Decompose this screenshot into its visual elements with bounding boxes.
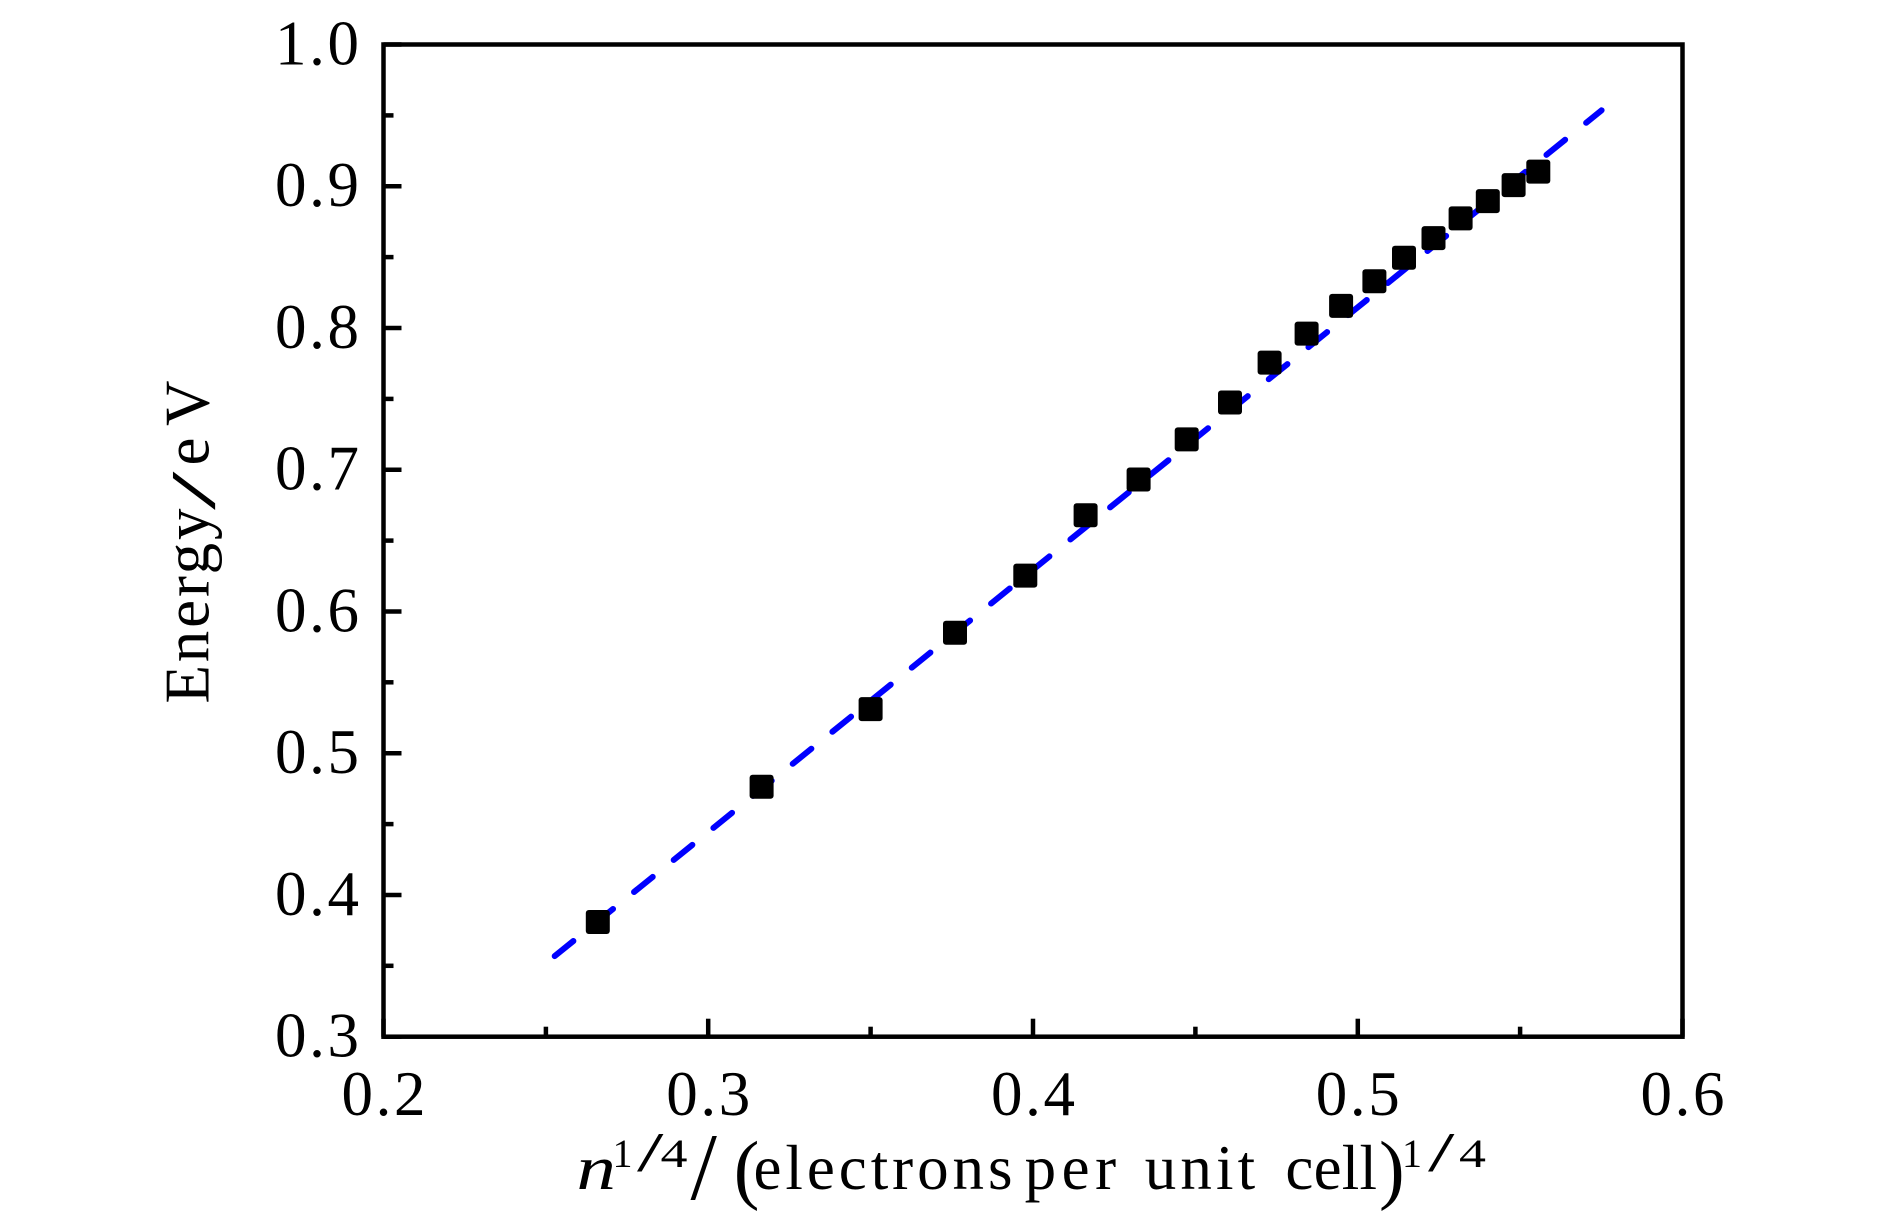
svg-text:4: 4: [1459, 1132, 1486, 1176]
svg-text:0.2: 0.2: [342, 1059, 426, 1129]
svg-text:0.6: 0.6: [275, 576, 359, 646]
svg-text:0.7: 0.7: [275, 434, 359, 504]
svg-text:/: /: [1428, 1121, 1455, 1183]
svg-text:1: 1: [1402, 1131, 1422, 1176]
svg-text:unit: unit: [1145, 1133, 1256, 1203]
svg-text:per: per: [1025, 1133, 1117, 1203]
svg-text:1.0: 1.0: [275, 9, 359, 79]
svg-text:0.9: 0.9: [275, 150, 359, 220]
svg-text:0.4: 0.4: [991, 1059, 1075, 1129]
svg-text:0.3: 0.3: [666, 1059, 750, 1129]
svg-text:0.8: 0.8: [275, 292, 359, 362]
svg-text:n: n: [577, 1133, 616, 1203]
svg-text:0.6: 0.6: [1641, 1059, 1725, 1129]
svg-text:eV: eV: [153, 381, 223, 466]
svg-text:electrons: electrons: [754, 1133, 1013, 1203]
svg-text:/: /: [691, 1114, 718, 1217]
svg-text:1: 1: [613, 1131, 633, 1176]
svg-text:): ): [1379, 1126, 1405, 1212]
svg-text:(: (: [734, 1126, 760, 1212]
svg-text:4: 4: [661, 1132, 688, 1176]
svg-text:0.5: 0.5: [275, 717, 359, 787]
svg-text:/: /: [637, 1121, 664, 1183]
svg-text:0.3: 0.3: [275, 1001, 359, 1071]
svg-text:/: /: [159, 471, 229, 510]
svg-text:0.4: 0.4: [275, 859, 359, 929]
svg-text:Energy: Energy: [153, 508, 223, 704]
svg-text:0.5: 0.5: [1316, 1059, 1400, 1129]
svg-text:cell: cell: [1285, 1133, 1377, 1203]
